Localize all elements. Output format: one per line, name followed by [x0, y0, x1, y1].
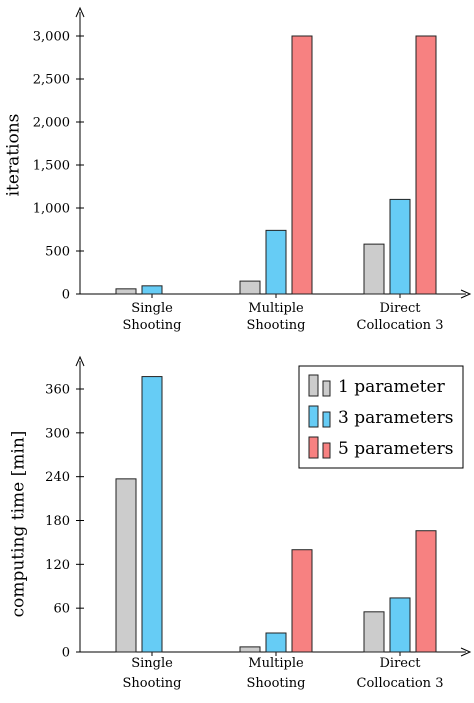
panel2-category-label: Direct	[380, 656, 422, 671]
panel2-y-tick-label: 60	[53, 602, 70, 617]
panel1-category-label: Direct	[380, 301, 422, 316]
panel1-y-tick-label: 1,500	[33, 159, 70, 174]
panel1-bar	[239, 280, 261, 295]
panel2-bar	[141, 376, 163, 653]
panel2-y-axis-title: computing time [min]	[9, 431, 29, 618]
panel1-y-tick-label: 500	[45, 245, 70, 260]
panel2-y-tick-label: 300	[45, 426, 70, 441]
panel1-y-tick-label: 1,000	[33, 202, 70, 217]
panel2-category-label: Multiple	[248, 656, 304, 671]
panel1-category-label: Single	[131, 301, 173, 316]
panel2-bar	[363, 611, 385, 653]
legend-label: 5 parameters	[338, 439, 453, 459]
panel2-y-axis-arrow	[75, 355, 85, 367]
panel1-x-axis-arrow	[460, 289, 472, 299]
panel1-category-label: Multiple	[248, 301, 304, 316]
panel1-category-label: Shooting	[122, 318, 181, 333]
legend-swatch-large	[308, 374, 319, 397]
panel2-bar	[415, 530, 437, 653]
panel2-category-label: Single	[131, 656, 173, 671]
panel1-y-tick-label: 2,500	[33, 73, 70, 88]
panel2-x-axis-arrow	[460, 647, 472, 657]
panel1-bar	[363, 243, 385, 295]
panel1-bar	[389, 198, 411, 295]
panel2-category-label: Shooting	[246, 676, 305, 691]
legend-swatch-large	[308, 436, 319, 459]
legend-label: 1 parameter	[338, 377, 446, 397]
panel1-bar	[291, 35, 313, 295]
panel2-category-label: Collocation 3	[357, 676, 444, 691]
legend-swatch-small	[322, 411, 331, 428]
panel2-y-tick-label: 120	[45, 558, 70, 573]
panel2-bar	[265, 632, 287, 653]
legend-swatch-small	[322, 442, 331, 459]
legend-swatch-large	[308, 405, 319, 428]
panel2-category-label: Shooting	[122, 676, 181, 691]
panel2-y-tick-label: 180	[45, 514, 70, 529]
panel1-bar	[415, 35, 437, 295]
panel1-y-axis-title: iterations	[4, 114, 24, 197]
panel2-bar	[115, 478, 137, 653]
panel2-bar	[389, 597, 411, 653]
panel2-y-tick-label: 240	[45, 470, 70, 485]
panel2-bar	[239, 646, 261, 653]
panel2-bar	[291, 549, 313, 653]
panel1-bar	[115, 288, 137, 295]
panel1-y-tick-label: 3,000	[33, 30, 70, 45]
panel2-y-tick-label: 360	[45, 383, 70, 398]
panel1-y-tick-label: 0	[62, 288, 70, 303]
legend-label: 3 parameters	[338, 408, 453, 428]
panel1-category-label: Collocation 3	[357, 318, 444, 333]
panel1-bar	[141, 285, 163, 295]
panel1-y-axis-arrow	[75, 6, 85, 18]
panel1-bar	[265, 229, 287, 295]
panel1-category-label: Shooting	[246, 318, 305, 333]
panel2-y-tick-label: 0	[62, 646, 70, 661]
panel1-y-tick-label: 2,000	[33, 116, 70, 131]
legend-swatch-small	[322, 380, 331, 397]
